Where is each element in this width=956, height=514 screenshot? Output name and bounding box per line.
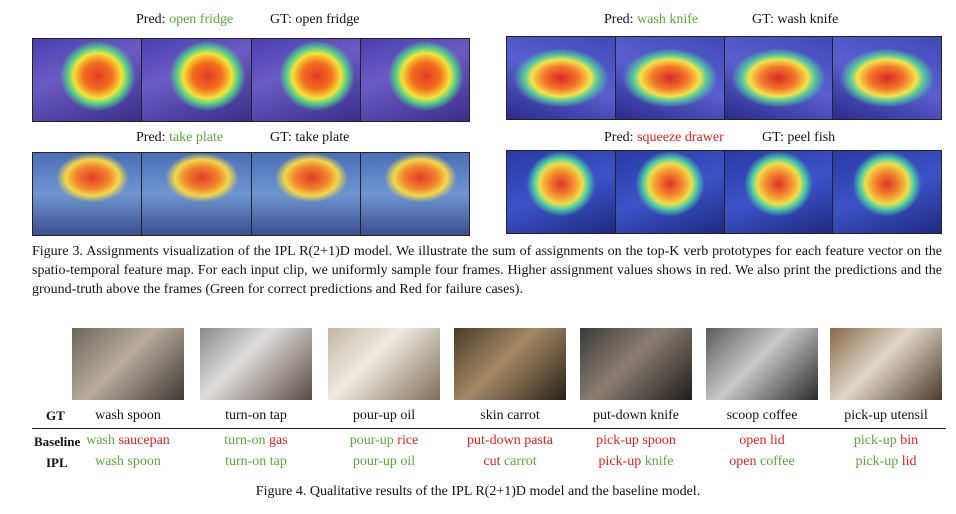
pred-word: put-down (467, 433, 521, 448)
frame-image (507, 37, 616, 119)
panel-2-frames (506, 36, 942, 120)
pred-word: tap (266, 454, 287, 469)
gt-cell: wash spoon (95, 408, 161, 423)
frame-image (360, 153, 469, 235)
pred-word: spoon (123, 454, 161, 469)
pred-word: bin (896, 433, 919, 448)
ipl-cell: open coffee (706, 454, 818, 470)
table-rule (32, 428, 946, 429)
pred-word: spoon (638, 433, 676, 448)
gt-cell: put-down knife (593, 408, 679, 423)
pred-word: lid (898, 454, 917, 469)
pred-word: open (729, 454, 757, 469)
clip-thumbnail (200, 328, 312, 400)
frame-image (724, 37, 834, 119)
panel-1-gt: GT: open fridge (270, 12, 360, 27)
frame-image (615, 151, 725, 233)
pred-prefix: Pred: (604, 130, 638, 145)
clip-thumbnail (706, 328, 818, 400)
panel-4-frames (506, 150, 942, 234)
frame-image (507, 151, 616, 233)
clip-thumbnail (580, 328, 692, 400)
pred-word: knife (641, 454, 674, 469)
frame-image (833, 37, 941, 119)
pred-word: gas (265, 433, 288, 448)
clip-thumbnail (72, 328, 184, 400)
pred-word: pick-up (596, 433, 639, 448)
frame-image (33, 39, 143, 121)
pred-word: pick-up (855, 454, 899, 469)
ipl-cell: wash spoon (72, 454, 184, 470)
clip-thumbnail (328, 328, 440, 400)
pred-word: lid (766, 433, 785, 448)
pred-word: pour-up (352, 454, 397, 469)
pred-value: take plate (169, 130, 224, 145)
figure-4-caption: Figure 4. Qualitative results of the IPL… (255, 484, 701, 499)
panel-4-gt: GT: peel fish (762, 130, 836, 145)
gt-cell: scoop coffee (726, 408, 798, 423)
pred-word: pick-up (598, 454, 642, 469)
panel-2-pred: Pred: wash knife (604, 12, 698, 28)
frame-image (251, 153, 361, 235)
panel-1-frames (32, 38, 470, 122)
baseline-cell: pour-up rice (328, 433, 440, 449)
clip-thumbnail (830, 328, 942, 400)
frame-image (251, 39, 361, 121)
ipl-cell: pour-up oil (328, 454, 440, 470)
row-label-gt: GT (46, 408, 65, 423)
row-label-ipl: IPL (46, 455, 68, 470)
frame-image (724, 151, 834, 233)
baseline-cell: pick-up bin (830, 433, 942, 449)
baseline-cell: turn-on gas (200, 433, 312, 449)
baseline-cell: pick-up spoon (580, 433, 692, 449)
frame-image (833, 151, 941, 233)
pred-word: open (739, 433, 767, 448)
pred-word: pasta (520, 433, 553, 448)
pred-word: turn-on (224, 433, 266, 448)
pred-value: wash knife (637, 12, 699, 27)
pred-value: squeeze drawer (637, 130, 724, 145)
baseline-cell: wash saucepan (72, 433, 184, 449)
frame-image (33, 153, 143, 235)
ipl-cell: cut carrot (454, 454, 566, 470)
baseline-cell: open lid (706, 433, 818, 449)
gt-cell: skin carrot (480, 408, 540, 423)
pred-word: wash (95, 454, 124, 469)
pred-word: pick-up (853, 433, 897, 448)
pred-word: carrot (500, 454, 537, 469)
clip-thumbnail (454, 328, 566, 400)
panel-4-pred: Pred: squeeze drawer (604, 130, 724, 146)
gt-cell: pick-up utensil (844, 408, 928, 423)
pred-word: pour-up (349, 433, 394, 448)
baseline-cell: put-down pasta (454, 433, 566, 449)
gt-cell: pour-up oil (352, 408, 416, 423)
pred-word: wash (86, 433, 115, 448)
pred-word: rice (393, 433, 419, 448)
pred-word: coffee (756, 454, 795, 469)
pred-word: turn-on (225, 454, 267, 469)
pred-value: open fridge (169, 12, 234, 27)
figure-3-caption: Figure 3. Assignments visualization of t… (32, 244, 942, 297)
row-label-baseline: Baseline (34, 434, 81, 449)
panel-1-pred: Pred: open fridge (136, 12, 233, 28)
pred-prefix: Pred: (136, 130, 170, 145)
frame-image (615, 37, 725, 119)
pred-word: oil (396, 454, 416, 469)
ipl-cell: pick-up lid (830, 454, 942, 470)
panel-2-gt: GT: wash knife (752, 12, 839, 27)
frame-image (142, 39, 252, 121)
pred-prefix: Pred: (136, 12, 170, 27)
panel-3-pred: Pred: take plate (136, 130, 223, 146)
frame-image (142, 153, 252, 235)
panel-3-gt: GT: take plate (270, 130, 350, 145)
gt-cell: turn-on tap (225, 408, 287, 423)
pred-word: saucepan (114, 433, 170, 448)
frame-image (360, 39, 469, 121)
ipl-cell: turn-on tap (200, 454, 312, 470)
panel-3-frames (32, 152, 470, 236)
ipl-cell: pick-up knife (580, 454, 692, 470)
pred-prefix: Pred: (604, 12, 638, 27)
pred-word: cut (483, 454, 501, 469)
